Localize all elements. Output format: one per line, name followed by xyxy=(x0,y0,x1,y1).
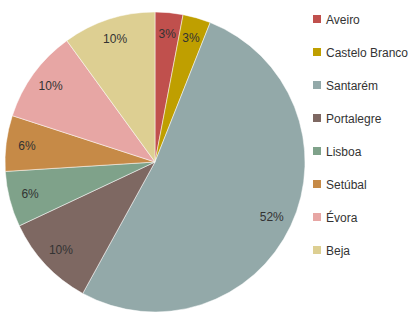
legend: Aveiro Castelo Branco Santarém Portalegre Li… xyxy=(313,13,408,258)
legend-label: Portalegre xyxy=(326,112,382,126)
legend-swatch xyxy=(313,48,321,56)
legend-swatch xyxy=(313,180,321,188)
slice xyxy=(5,162,155,226)
legend-swatch xyxy=(313,114,321,122)
legend-swatch xyxy=(313,15,321,23)
data-label: 6% xyxy=(18,139,36,153)
legend-swatch xyxy=(313,246,321,254)
legend-swatch xyxy=(313,147,321,155)
chart: 3% 3% 52% 10% 6% 6% 10% 10% Aveiro Castelo Branco… xyxy=(0,0,416,322)
data-label: 6% xyxy=(21,187,39,201)
data-label: 52% xyxy=(260,210,284,224)
data-label: 3% xyxy=(158,27,176,41)
pie xyxy=(5,12,305,312)
legend-swatch xyxy=(313,213,321,221)
legend-label: Setúbal xyxy=(326,178,367,192)
data-label: 3% xyxy=(182,31,200,45)
data-labels: 3% 3% 52% 10% 6% 6% 10% 10% xyxy=(18,27,284,258)
legend-label: Santarém xyxy=(326,79,378,93)
legend-label: Lisboa xyxy=(326,145,362,159)
legend-label: Castelo Branco xyxy=(326,46,408,60)
slice xyxy=(67,12,155,162)
data-label: 10% xyxy=(39,79,63,93)
legend-label: Aveiro xyxy=(326,13,360,27)
legend-label: Évora xyxy=(326,210,358,225)
legend-swatch xyxy=(313,81,321,89)
data-label: 10% xyxy=(49,243,73,257)
data-label: 10% xyxy=(103,32,127,46)
legend-label: Beja xyxy=(326,244,350,258)
